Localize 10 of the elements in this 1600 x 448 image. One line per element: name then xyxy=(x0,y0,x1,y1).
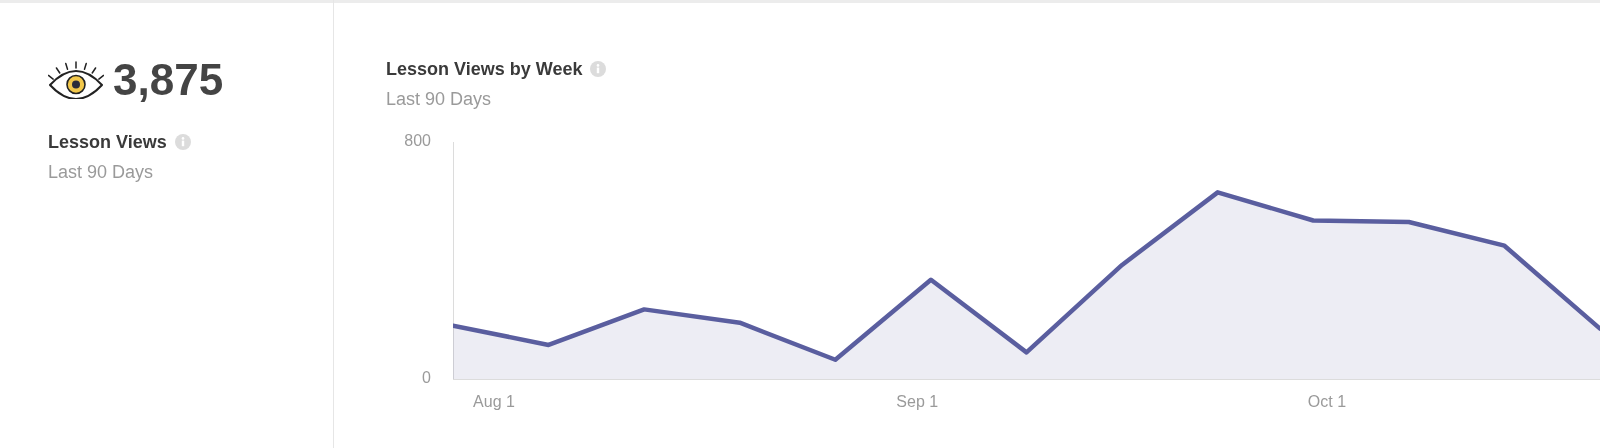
y-tick-label: 0 xyxy=(422,369,432,387)
text: Lesson Views xyxy=(48,131,167,153)
chart-title: Lesson Views by Week xyxy=(386,58,583,80)
text: Last 90 Days xyxy=(48,161,154,183)
x-tick-label: Aug 1 xyxy=(473,393,515,411)
x-tick-label: Oct 1 xyxy=(1307,393,1347,411)
chart-subtitle: Last 90 Days xyxy=(386,88,492,110)
text: 3,875 xyxy=(113,55,224,104)
y-tick-label: 800 xyxy=(404,132,432,150)
x-tick-label: Sep 1 xyxy=(896,393,939,411)
